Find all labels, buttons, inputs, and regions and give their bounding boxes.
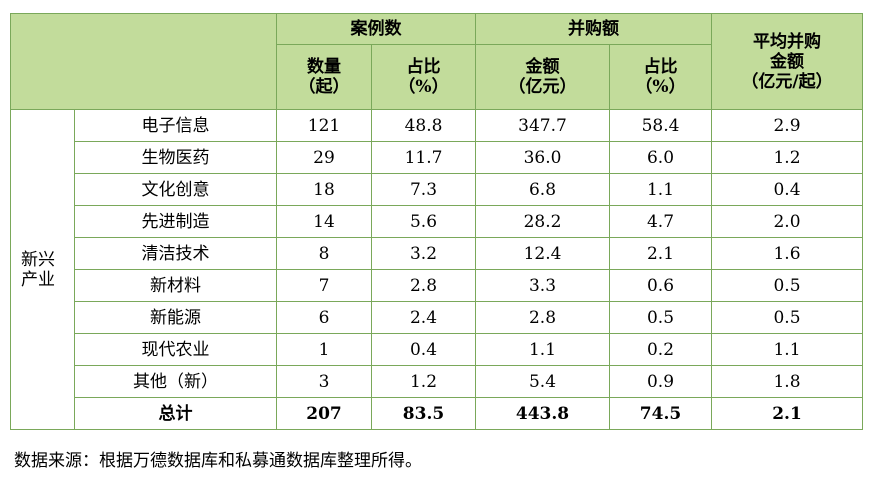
count-pct-cell: 3.2 [371,237,476,270]
header-avg-line3: （亿元/起） [741,71,833,92]
count-pct-cell: 2.8 [371,269,476,302]
total-avg: 2.1 [711,397,863,430]
count-pct-cell: 2.4 [371,301,476,334]
industry-name: 新材料 [74,269,277,302]
industry-name: 先进制造 [74,205,277,238]
count-pct-cell: 0.4 [371,333,476,366]
total-row: 总计 207 83.5 443.8 74.5 2.1 [11,397,863,430]
total-count-pct: 83.5 [371,397,476,430]
count-pct-cell: 1.2 [371,365,476,398]
header-count-pct-line2: （%） [398,77,449,97]
count-pct-cell: 7.3 [371,173,476,206]
header-amount: 金额 （亿元） [475,44,610,110]
group-label-line2: 产业 [21,269,55,290]
avg-cell: 2.9 [711,109,863,142]
avg-cell: 2.0 [711,205,863,238]
table-row: 清洁技术 8 3.2 12.4 2.1 1.6 [11,237,863,270]
avg-cell: 0.5 [711,269,863,302]
amount-cell: 3.3 [475,269,610,302]
amount-pct-cell: 6.0 [609,141,712,174]
table-row: 其他（新） 3 1.2 5.4 0.9 1.8 [11,365,863,398]
header-count: 数量 （起） [276,44,372,110]
amount-cell: 36.0 [475,141,610,174]
amount-pct-cell: 1.1 [609,173,712,206]
amount-pct-cell: 0.6 [609,269,712,302]
industry-name: 现代农业 [74,333,277,366]
amount-pct-cell: 0.2 [609,333,712,366]
count-cell: 1 [276,333,372,366]
count-cell: 8 [276,237,372,270]
total-count: 207 [276,397,372,430]
industry-name: 其他（新） [74,365,277,398]
amount-cell: 2.8 [475,301,610,334]
header-row-2: 数量 （起） 占比 （%） 金额 （亿元） 占比 （%） [11,44,863,110]
header-avg-line1: 平均并购 [753,31,821,52]
header-amount-pct-line1: 占比 [643,57,678,77]
header-count-line1: 数量 [307,57,341,77]
header-amount-pct: 占比 （%） [609,44,712,110]
table-row: 新能源 6 2.4 2.8 0.5 0.5 [11,301,863,334]
amount-cell: 347.7 [475,109,610,142]
count-cell: 29 [276,141,372,174]
amount-pct-cell: 4.7 [609,205,712,238]
header-count-pct-line1: 占比 [406,57,441,77]
avg-cell: 1.1 [711,333,863,366]
table-row: 新材料 7 2.8 3.3 0.6 0.5 [11,269,863,302]
count-cell: 14 [276,205,372,238]
amount-cell: 28.2 [475,205,610,238]
header-avg-amount: 平均并购 金额 （亿元/起） [711,13,863,110]
industry-name: 电子信息 [74,109,277,142]
count-cell: 3 [276,365,372,398]
header-count-line2: （起） [298,77,350,97]
amount-cell: 12.4 [475,237,610,270]
count-pct-cell: 48.8 [371,109,476,142]
count-cell: 7 [276,269,372,302]
amount-pct-cell: 0.5 [609,301,712,334]
table-row: 新兴 产业 电子信息 121 48.8 347.7 58.4 2.9 [10,109,863,430]
count-cell: 121 [276,109,372,142]
avg-cell: 1.2 [711,141,863,174]
count-pct-cell: 5.6 [371,205,476,238]
count-pct-cell: 11.7 [371,141,476,174]
header-case-count: 案例数 [276,13,476,45]
total-amount-pct: 74.5 [609,397,712,430]
table-row: 先进制造 14 5.6 28.2 4.7 2.0 [11,205,863,238]
table-row: 现代农业 1 0.4 1.1 0.2 1.1 [11,333,863,366]
table-row: 生物医药 29 11.7 36.0 6.0 1.2 [11,141,863,174]
header-corner [10,13,277,110]
amount-cell: 6.8 [475,173,610,206]
industry-name: 新能源 [74,301,277,334]
avg-cell: 1.8 [711,365,863,398]
amount-pct-cell: 0.9 [609,365,712,398]
header-row-1: 案例数 并购额 平均并购 金额 （亿元/起） [10,13,863,110]
group-label: 新兴 产业 [10,109,75,430]
industry-name: 文化创意 [74,173,277,206]
table-row: 文化创意 18 7.3 6.8 1.1 0.4 [11,173,863,206]
total-label: 总计 [74,397,277,430]
avg-cell: 1.6 [711,237,863,270]
amount-cell: 5.4 [475,365,610,398]
count-cell: 18 [276,173,372,206]
source-note: 数据来源：根据万德数据库和私募通数据库整理所得。 [14,451,422,471]
header-amount-pct-line2: （%） [635,77,686,97]
amount-cell: 1.1 [475,333,610,366]
header-avg-line2: 金额 [770,51,804,72]
header-ma-amount: 并购额 [475,13,712,45]
group-label-line1: 新兴 [21,249,55,270]
avg-cell: 0.4 [711,173,863,206]
header-count-pct: 占比 （%） [371,44,476,110]
total-amount: 443.8 [475,397,610,430]
industry-name: 生物医药 [74,141,277,174]
amount-pct-cell: 58.4 [609,109,712,142]
header-amount-line1: 金额 [525,57,560,77]
avg-cell: 0.5 [711,301,863,334]
industry-name: 清洁技术 [74,237,277,270]
ma-industry-table: 案例数 并购额 平均并购 金额 （亿元/起） 数量 （起） 占比 （%） 金额 … [10,13,863,430]
header-amount-line2: （亿元） [508,77,577,97]
amount-pct-cell: 2.1 [609,237,712,270]
count-cell: 6 [276,301,372,334]
